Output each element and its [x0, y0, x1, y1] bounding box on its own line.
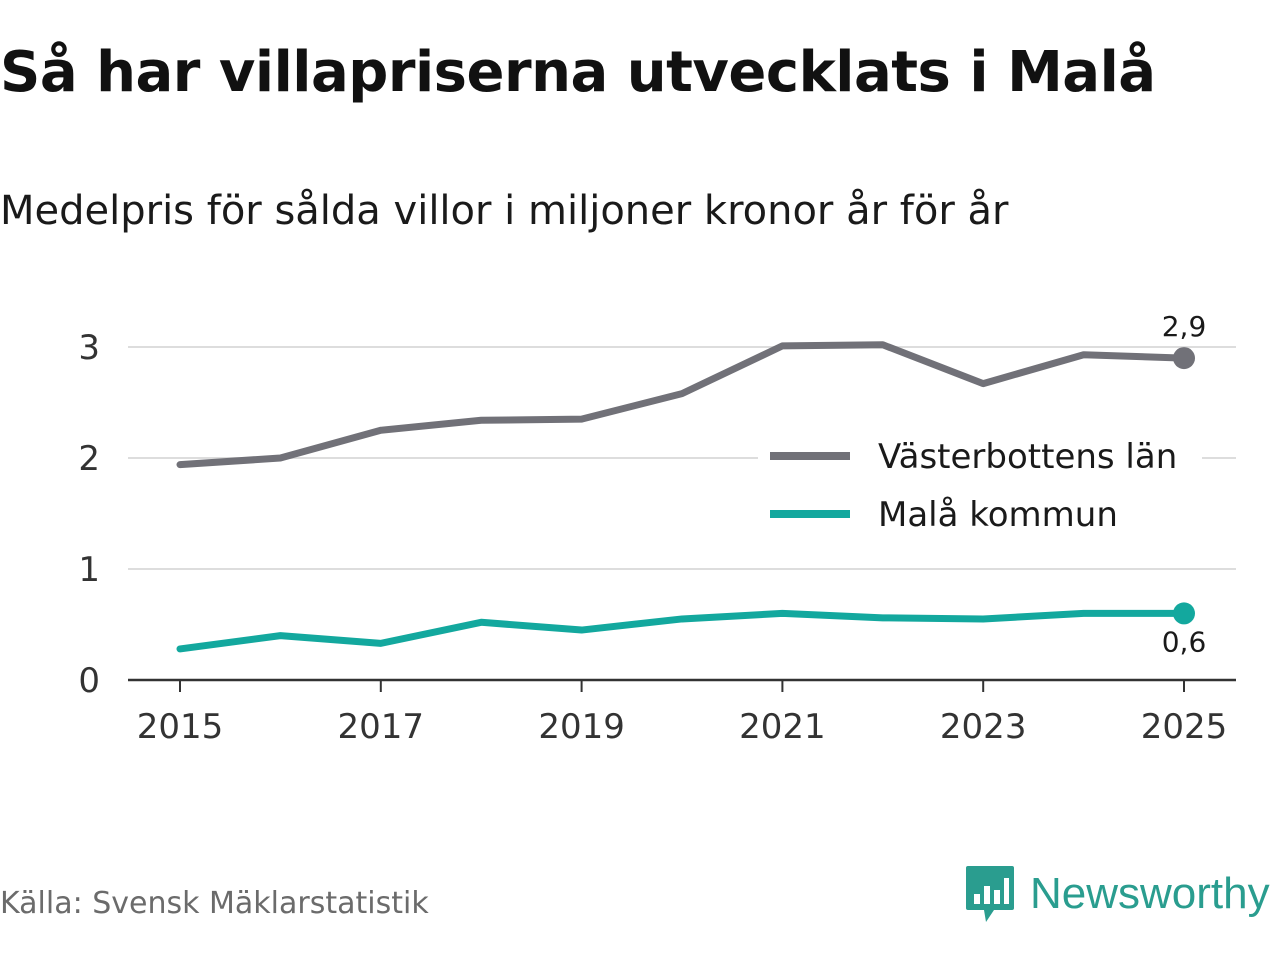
series-end-label-0: 2,9 [1162, 310, 1207, 343]
chart-title: Så har villapriserna utvecklats i Malå [0, 40, 1156, 105]
series-line-1 [176, 609, 1188, 653]
y-tick-label: 2 [78, 439, 100, 479]
legend: Västerbottens län Malå kommun [758, 437, 1202, 536]
brand-logo: Newsworthy [964, 864, 1270, 924]
axes: 0 1 2 3 2015 2017 2019 2021 2023 2025 [78, 328, 1236, 747]
y-tick-label: 0 [78, 661, 100, 701]
legend-label-0: Västerbottens län [878, 437, 1177, 477]
y-tick-label: 3 [78, 328, 100, 368]
legend-label-1: Malå kommun [878, 495, 1118, 535]
x-tick-label: 2021 [739, 707, 826, 747]
series: 2,9 0,6 [176, 310, 1207, 658]
newsworthy-logo-icon [966, 866, 1014, 922]
x-tick-label: 2015 [137, 707, 224, 747]
brand-name: Newsworthy [1030, 869, 1270, 918]
x-tick-label: 2017 [338, 707, 425, 747]
series-line-0 [176, 341, 1188, 469]
x-tick-label: 2023 [940, 707, 1027, 747]
series-end-point-1 [1173, 602, 1195, 625]
series-end-label-1: 0,6 [1162, 625, 1207, 658]
series-end-point-0 [1173, 347, 1195, 370]
source-note: Källa: Svensk Mäklarstatistik [0, 886, 429, 921]
x-tick-label: 2025 [1141, 707, 1228, 747]
y-tick-label: 1 [78, 550, 100, 590]
chart-subtitle: Medelpris för sålda villor i miljoner kr… [0, 188, 1009, 234]
x-tick-label: 2019 [538, 707, 625, 747]
